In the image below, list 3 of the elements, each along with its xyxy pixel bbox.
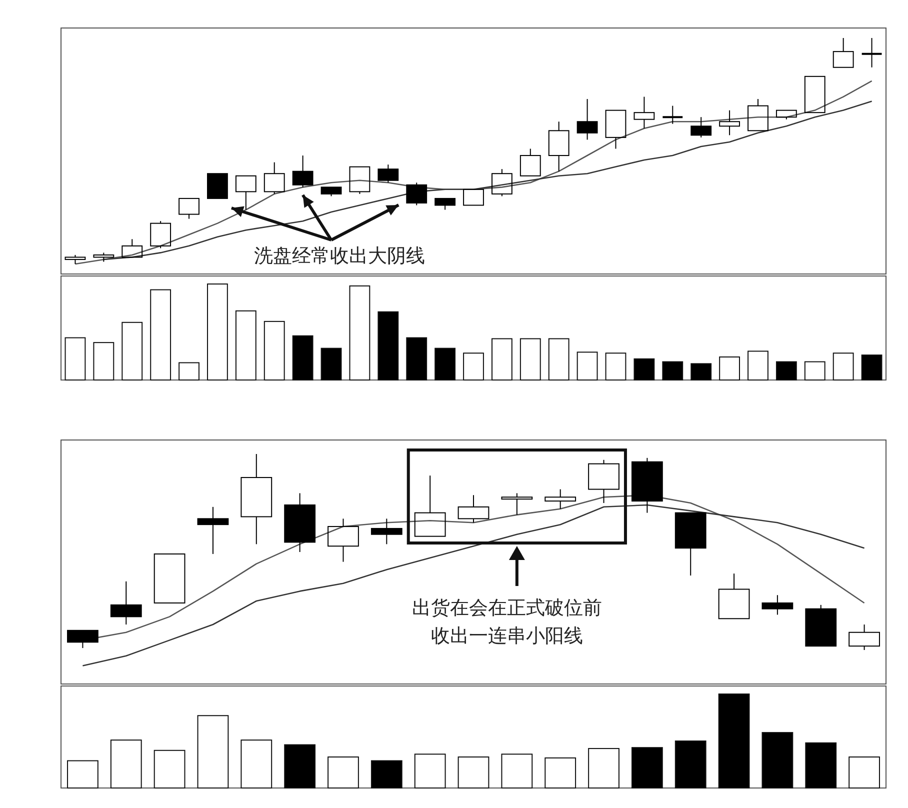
annotation: 收出一连串小阳线 <box>430 625 583 647</box>
annotation: 出货在会在正式破位前 <box>412 597 602 619</box>
annotation: 洗盘经常收出大阴线 <box>254 245 426 267</box>
